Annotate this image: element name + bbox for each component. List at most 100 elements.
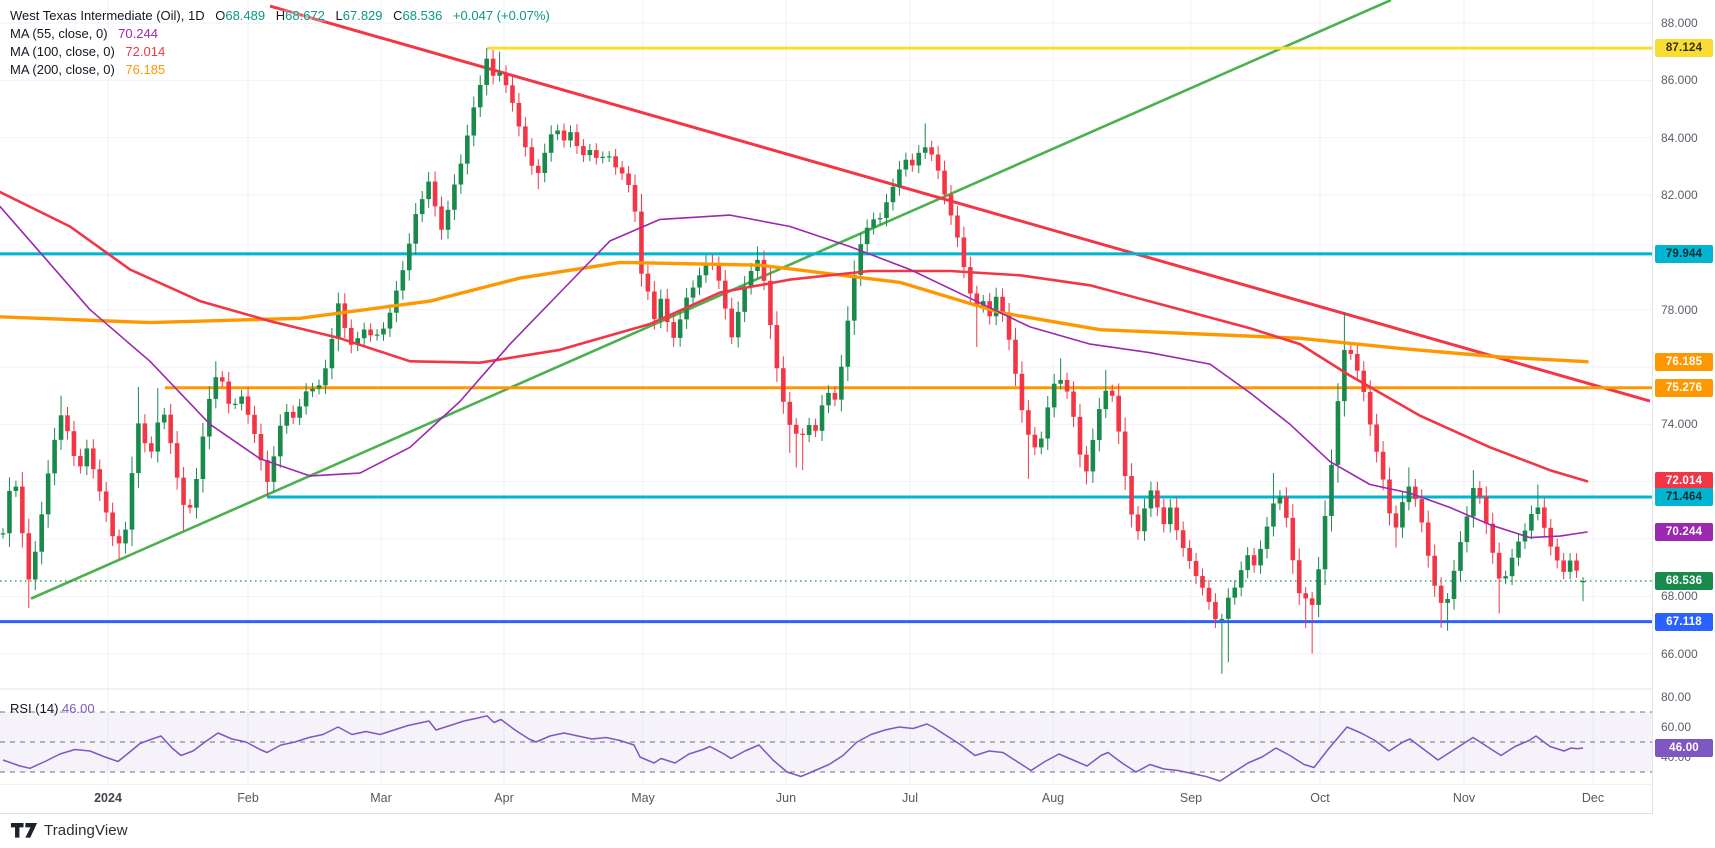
uptrend-line[interactable] (30, 0, 1392, 600)
candle (123, 529, 128, 544)
candle (1374, 424, 1379, 452)
candle (39, 514, 44, 552)
candle (1496, 552, 1502, 579)
price-level-badge: 70.244 (1655, 523, 1713, 541)
candle (600, 156, 606, 158)
candle (697, 275, 702, 288)
candle (1471, 488, 1476, 517)
candle (303, 391, 309, 407)
candle (877, 218, 883, 220)
candle (310, 388, 315, 392)
candle (419, 199, 425, 215)
candle (181, 477, 186, 505)
candle (1290, 517, 1296, 561)
candle (613, 156, 618, 168)
candle (1542, 507, 1547, 528)
candle (336, 303, 341, 339)
candle (574, 132, 580, 147)
price-tick-label: 82.000 (1661, 187, 1698, 202)
candle (1187, 548, 1192, 562)
candle (948, 194, 954, 216)
candle (1458, 542, 1463, 571)
candle (529, 147, 535, 166)
candle (742, 286, 747, 312)
tradingview-logo-link[interactable]: TradingView (10, 822, 128, 839)
candle (858, 244, 864, 275)
candle (90, 448, 96, 470)
ma-200-line[interactable] (0, 260, 1589, 364)
candle (1135, 514, 1141, 532)
time-axis-month-label: May (631, 791, 655, 805)
candle (922, 147, 928, 153)
candle (497, 72, 502, 76)
price-tick-label: 84.000 (1661, 130, 1698, 145)
ma-100-line[interactable] (0, 190, 1589, 483)
price-tick-label: 68.000 (1661, 589, 1698, 604)
candle (748, 271, 754, 287)
candle (1329, 464, 1334, 517)
candle (1006, 313, 1012, 340)
candle (735, 311, 741, 338)
candle (348, 327, 354, 345)
candle (426, 181, 431, 200)
candle (581, 146, 586, 156)
candle (1013, 339, 1018, 374)
time-axis-year-label: 2024 (94, 791, 122, 805)
candle (1161, 507, 1167, 525)
candle (1303, 593, 1308, 599)
candle (800, 433, 805, 436)
candle (1432, 555, 1437, 586)
rsi-tick-label: 60.00 (1661, 720, 1692, 734)
candle (174, 443, 180, 478)
footer: TradingView (0, 814, 1715, 848)
candle (1380, 451, 1386, 480)
candle (851, 274, 857, 321)
candle (510, 85, 515, 103)
tradingview-brand-text: TradingView (44, 822, 128, 839)
candle (1142, 508, 1147, 532)
candle (1058, 379, 1063, 384)
candle (187, 504, 193, 508)
candle (1393, 513, 1399, 528)
candle (400, 270, 406, 291)
candle (961, 237, 967, 268)
candle (465, 135, 470, 164)
rsi-line[interactable] (2, 715, 1584, 782)
candle (1032, 434, 1038, 448)
candle (232, 403, 238, 405)
candle (664, 298, 670, 323)
candle (168, 414, 173, 444)
price-tick-label: 88.000 (1661, 15, 1698, 30)
candle (781, 368, 786, 402)
candle (1367, 391, 1373, 425)
candle (1535, 507, 1541, 514)
candle (258, 434, 264, 461)
candle (1354, 353, 1360, 371)
time-axis[interactable]: 2024 Feb Mar Apr May Jun Jul Aug Sep Oct Nov Dec (0, 785, 1652, 814)
candle (935, 154, 941, 171)
candle (1322, 516, 1328, 570)
price-axis[interactable]: 88.000 86.000 84.000 82.000 78.000 74.000 68.0… (1652, 0, 1715, 814)
candle (290, 411, 296, 418)
candle (316, 385, 322, 389)
candle (787, 401, 793, 425)
tradingview-logo-icon (10, 823, 38, 838)
candle (381, 328, 386, 335)
candle (458, 163, 464, 185)
candle (561, 130, 567, 141)
candle (587, 150, 593, 156)
candle (52, 439, 57, 474)
candle (161, 414, 167, 423)
candle (45, 473, 51, 515)
downtrend-line[interactable] (269, 4, 1651, 403)
chart-canvas[interactable] (0, 0, 1652, 814)
candle (1342, 349, 1347, 402)
candle (845, 320, 851, 367)
candle (97, 469, 103, 492)
rsi-label: RSI (14) (10, 701, 59, 716)
candle (916, 152, 922, 166)
ma-55-line[interactable] (0, 205, 1588, 539)
candle (1316, 569, 1321, 605)
candle (284, 411, 290, 426)
rsi-legend-row[interactable]: RSI (14) 46.00 (10, 701, 95, 716)
